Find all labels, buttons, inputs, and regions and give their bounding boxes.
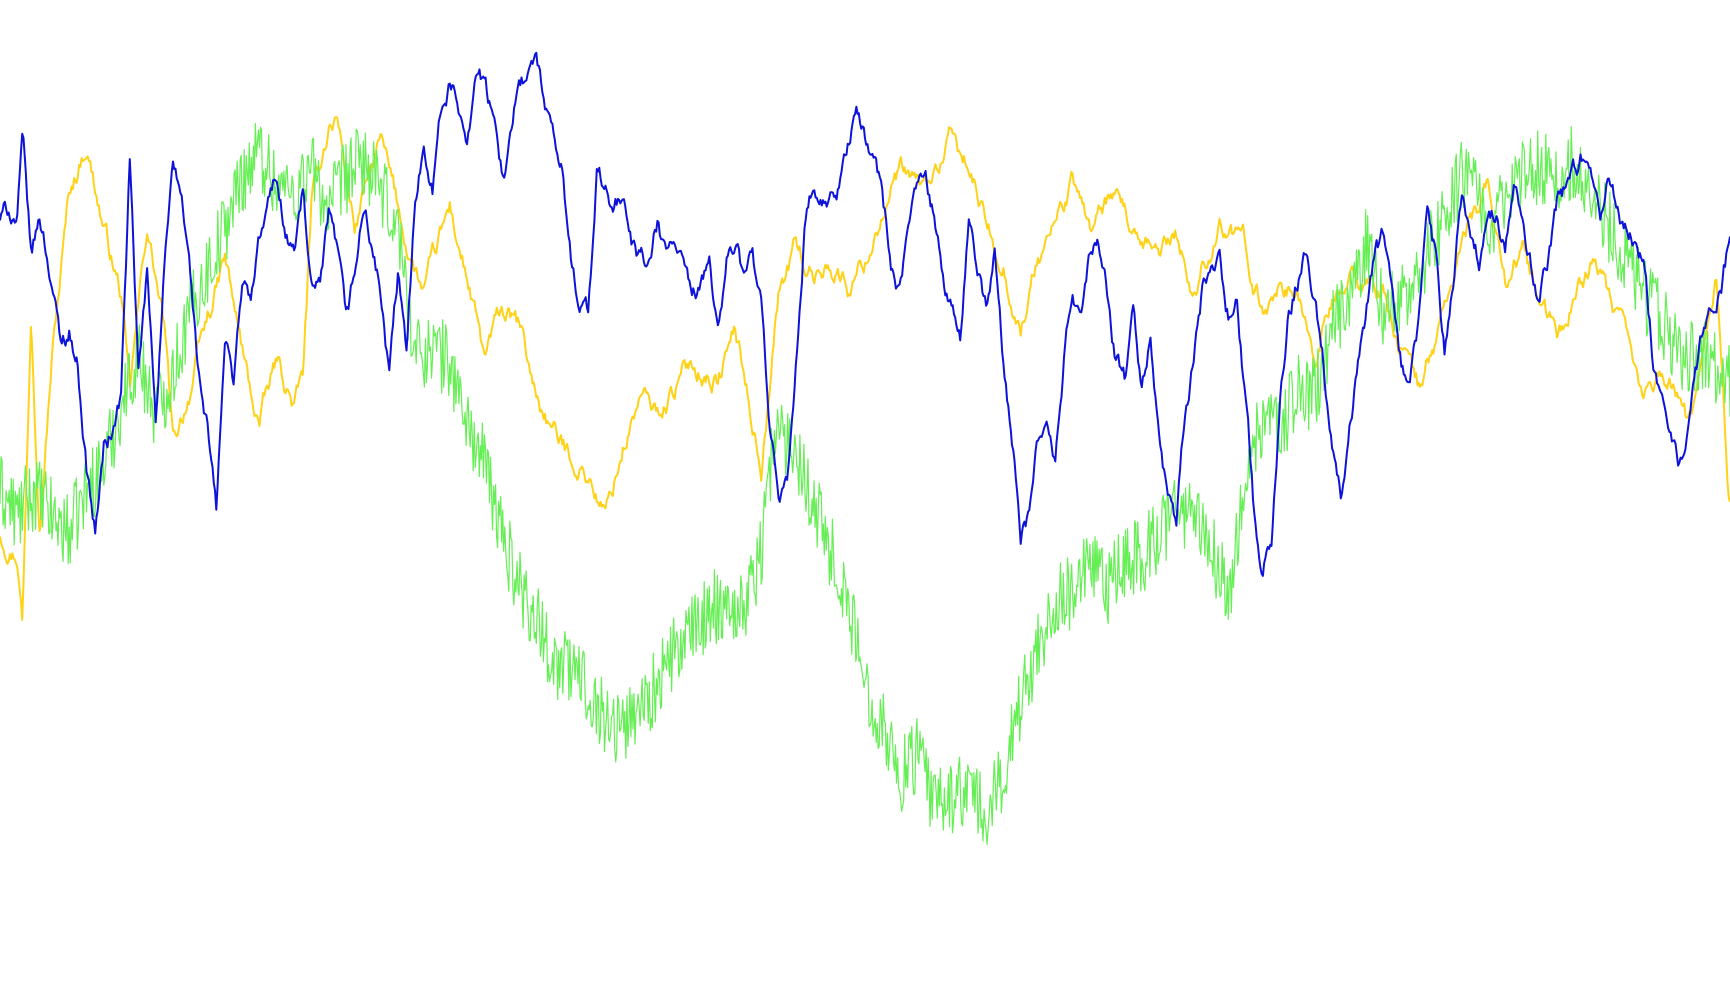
series-line-1 [0,116,1730,621]
series-layer [0,51,1730,846]
series-line-3 [0,51,1730,577]
series-line-2 [0,122,1730,846]
